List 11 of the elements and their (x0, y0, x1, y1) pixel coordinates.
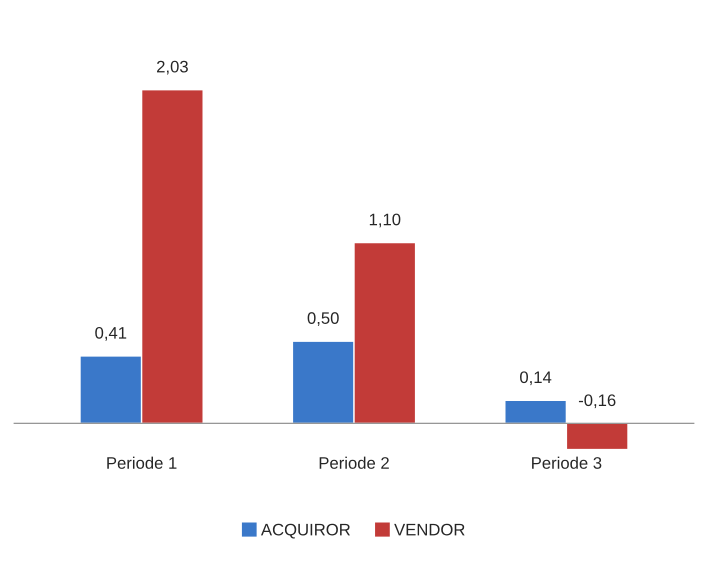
x-tick-label: Periode 1 (107, 456, 176, 469)
legend-label: ACQUIROR (260, 524, 350, 539)
data-label: 0,14 (520, 371, 552, 386)
legend-label: VENDOR (394, 524, 465, 536)
data-label: -0,16 (578, 394, 616, 408)
data-label: 0,41 (95, 326, 126, 341)
data-label: 2,03 (157, 60, 188, 75)
x-tick-label: Periode 3 (532, 456, 602, 469)
x-tick-label: Periode 2 (320, 456, 389, 469)
data-label: 0,50 (308, 312, 339, 326)
data-label: 1,10 (370, 214, 400, 228)
